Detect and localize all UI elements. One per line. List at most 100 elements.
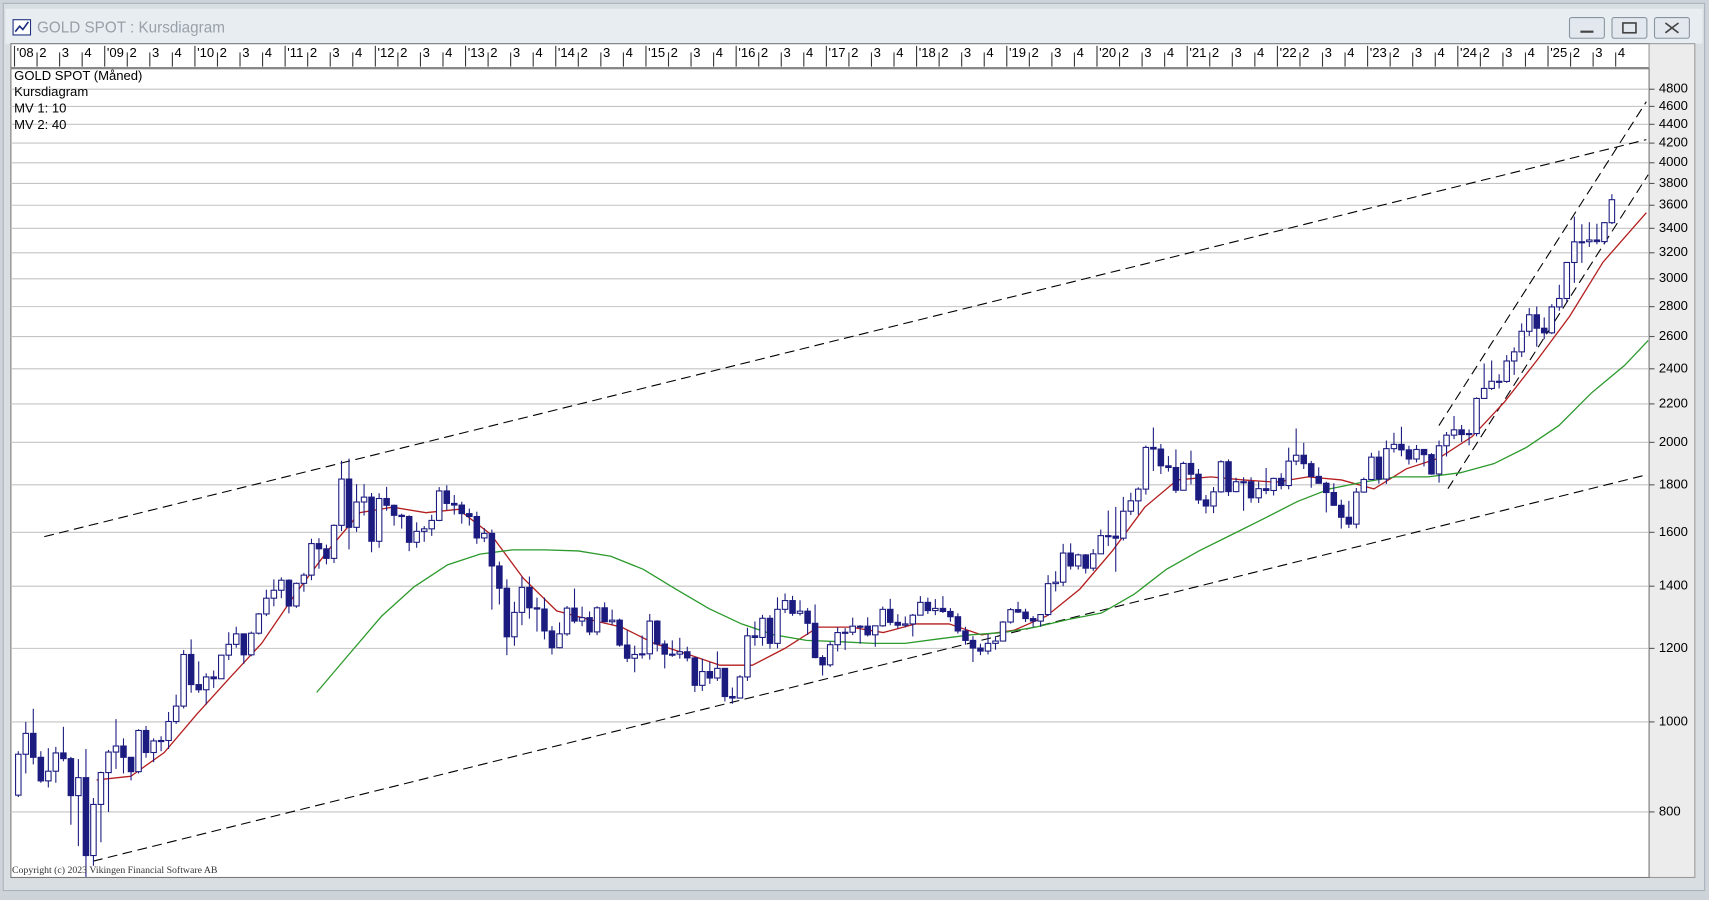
- plot-area: [10, 68, 1650, 879]
- candle-body-up: [511, 611, 518, 638]
- candle-body-down: [1420, 448, 1428, 456]
- candle-body-down: [1323, 482, 1330, 494]
- y-tick-label: 2000: [1659, 434, 1688, 449]
- candle-body-up: [1465, 433, 1473, 436]
- candle-body-down: [1540, 327, 1548, 334]
- y-tick-label: 3400: [1659, 220, 1688, 235]
- candle-body-up: [75, 777, 82, 797]
- x-tick-label: '08: [17, 45, 34, 60]
- candle-body-up: [1443, 434, 1450, 447]
- candle-body-down: [1405, 449, 1413, 460]
- candle-body-up: [1360, 478, 1368, 493]
- candle-body-down: [751, 635, 759, 638]
- x-tick-label: 3: [603, 45, 610, 60]
- x-tick-label: '25: [1550, 45, 1567, 60]
- candle-body-up: [608, 619, 616, 623]
- candle-body-up: [1135, 488, 1142, 502]
- moving-average-line: [316, 340, 1649, 693]
- candle-body-up: [744, 635, 751, 678]
- candle-body-down: [195, 684, 202, 691]
- candle-body-up: [180, 653, 187, 707]
- candle-body-up: [105, 751, 112, 774]
- candle-body-up: [518, 586, 526, 613]
- restore-button[interactable]: [1611, 16, 1648, 39]
- candle-body-up: [932, 607, 939, 612]
- candle-body-down: [864, 625, 871, 636]
- candle-body-down: [616, 619, 623, 646]
- minimize-button[interactable]: [1568, 16, 1605, 39]
- candle-body-up: [1037, 614, 1044, 622]
- candle-body-down: [1157, 448, 1165, 467]
- candle-body-up: [1563, 261, 1571, 300]
- candle-body-down: [586, 617, 593, 633]
- candle-body-up: [1578, 241, 1586, 244]
- candle-body-up: [984, 642, 992, 652]
- candle-body-down: [1330, 491, 1338, 506]
- candle-body-down: [285, 579, 293, 607]
- candle-body-down: [503, 587, 511, 638]
- candle-body-up: [278, 579, 285, 591]
- x-tick-label: 3: [783, 45, 790, 60]
- y-tick-label: 1600: [1659, 524, 1688, 539]
- candle-body-down: [1345, 516, 1353, 525]
- candle-body-down: [466, 513, 473, 518]
- x-tick-label: 2: [400, 45, 407, 60]
- candle-body-up: [22, 732, 30, 755]
- x-tick-label: 3: [693, 45, 700, 60]
- candle-body-down: [60, 752, 67, 760]
- x-tick-label: 4: [986, 45, 993, 60]
- candle-body-down: [37, 756, 45, 782]
- candle-body-up: [293, 582, 300, 607]
- candle-body-down: [1029, 618, 1037, 622]
- x-tick-label: '09: [107, 45, 124, 60]
- x-tick-label: 2: [671, 45, 678, 60]
- candle-body-up: [999, 621, 1007, 642]
- candle-body-up: [849, 625, 856, 633]
- candle-body-up: [856, 625, 864, 628]
- candle-body-up: [428, 519, 435, 530]
- candle-body-up: [759, 617, 766, 638]
- candle-body-up: [97, 772, 105, 805]
- candle-body-up: [1097, 535, 1105, 555]
- trend-line: [1447, 174, 1649, 489]
- x-tick-label: 2: [220, 45, 227, 60]
- instrument-label: GOLD SPOT (Måned): [14, 68, 142, 83]
- x-tick-label: 2: [39, 45, 46, 60]
- candle-body-down: [383, 497, 390, 506]
- candle-body-down: [210, 676, 217, 680]
- candle-body-up: [638, 653, 646, 656]
- candle-body-up: [1240, 481, 1247, 484]
- candle-body-down: [405, 515, 413, 543]
- candle-body-down: [1187, 462, 1195, 475]
- candle-body-up: [714, 667, 721, 679]
- copyright: Copyright (c) 2023 Vikingen Financial So…: [12, 865, 218, 876]
- candle-body-up: [646, 620, 654, 655]
- y-tick-label: 1400: [1659, 578, 1688, 593]
- x-tick-label: 3: [1325, 45, 1332, 60]
- x-tick-label: 4: [716, 45, 723, 60]
- candle-body-up: [578, 617, 586, 622]
- candle-body-up: [1044, 583, 1052, 616]
- candle-body-down: [82, 777, 90, 857]
- candle-body-down: [977, 647, 984, 652]
- candle-body-down: [1593, 239, 1601, 243]
- candle-body-up: [90, 803, 97, 857]
- candle-body-up: [112, 745, 120, 753]
- candle-body-up: [992, 640, 999, 644]
- y-tick-label: 1800: [1659, 476, 1688, 491]
- candle-body-down: [1067, 552, 1074, 567]
- candle-body-up: [871, 625, 879, 636]
- candle-body-down: [473, 515, 481, 539]
- candle-body-down: [533, 607, 541, 610]
- candle-body-down: [1315, 475, 1322, 484]
- candle-body-down: [240, 633, 248, 656]
- x-tick-label: '15: [648, 45, 665, 60]
- candle-body-down: [443, 490, 451, 504]
- candle-body-down: [548, 630, 556, 649]
- x-tick-label: 3: [1054, 45, 1061, 60]
- candle-body-up: [781, 600, 789, 610]
- candle-body-up: [270, 589, 278, 599]
- candle-body-up: [1142, 446, 1150, 490]
- candle-body-down: [706, 671, 714, 679]
